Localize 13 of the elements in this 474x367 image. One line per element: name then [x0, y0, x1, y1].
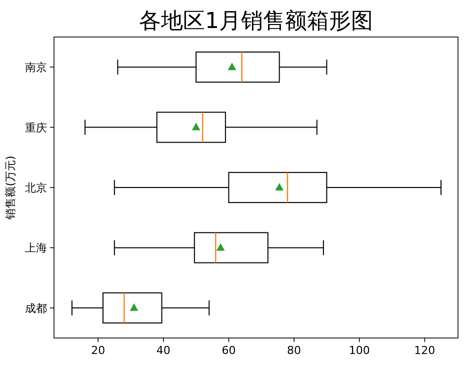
x-tick-label: 20 [91, 344, 106, 357]
y-axis-title: 销售额(万元) [4, 156, 17, 220]
x-tick-label: 80 [287, 344, 302, 357]
y-tick-label: 北京 [25, 182, 47, 194]
x-tick-label: 40 [156, 344, 170, 357]
y-tick-label: 南京 [25, 61, 47, 74]
x-tick-label: 60 [222, 344, 236, 357]
y-tick-label: 成都 [25, 302, 47, 315]
y-tick-label: 上海 [25, 242, 47, 255]
chart-title: 各地区1月销售额箱形图 [139, 9, 373, 34]
x-tick-label: 120 [414, 344, 436, 357]
x-tick-label: 100 [348, 344, 370, 357]
y-tick-label: 重庆 [25, 121, 47, 134]
